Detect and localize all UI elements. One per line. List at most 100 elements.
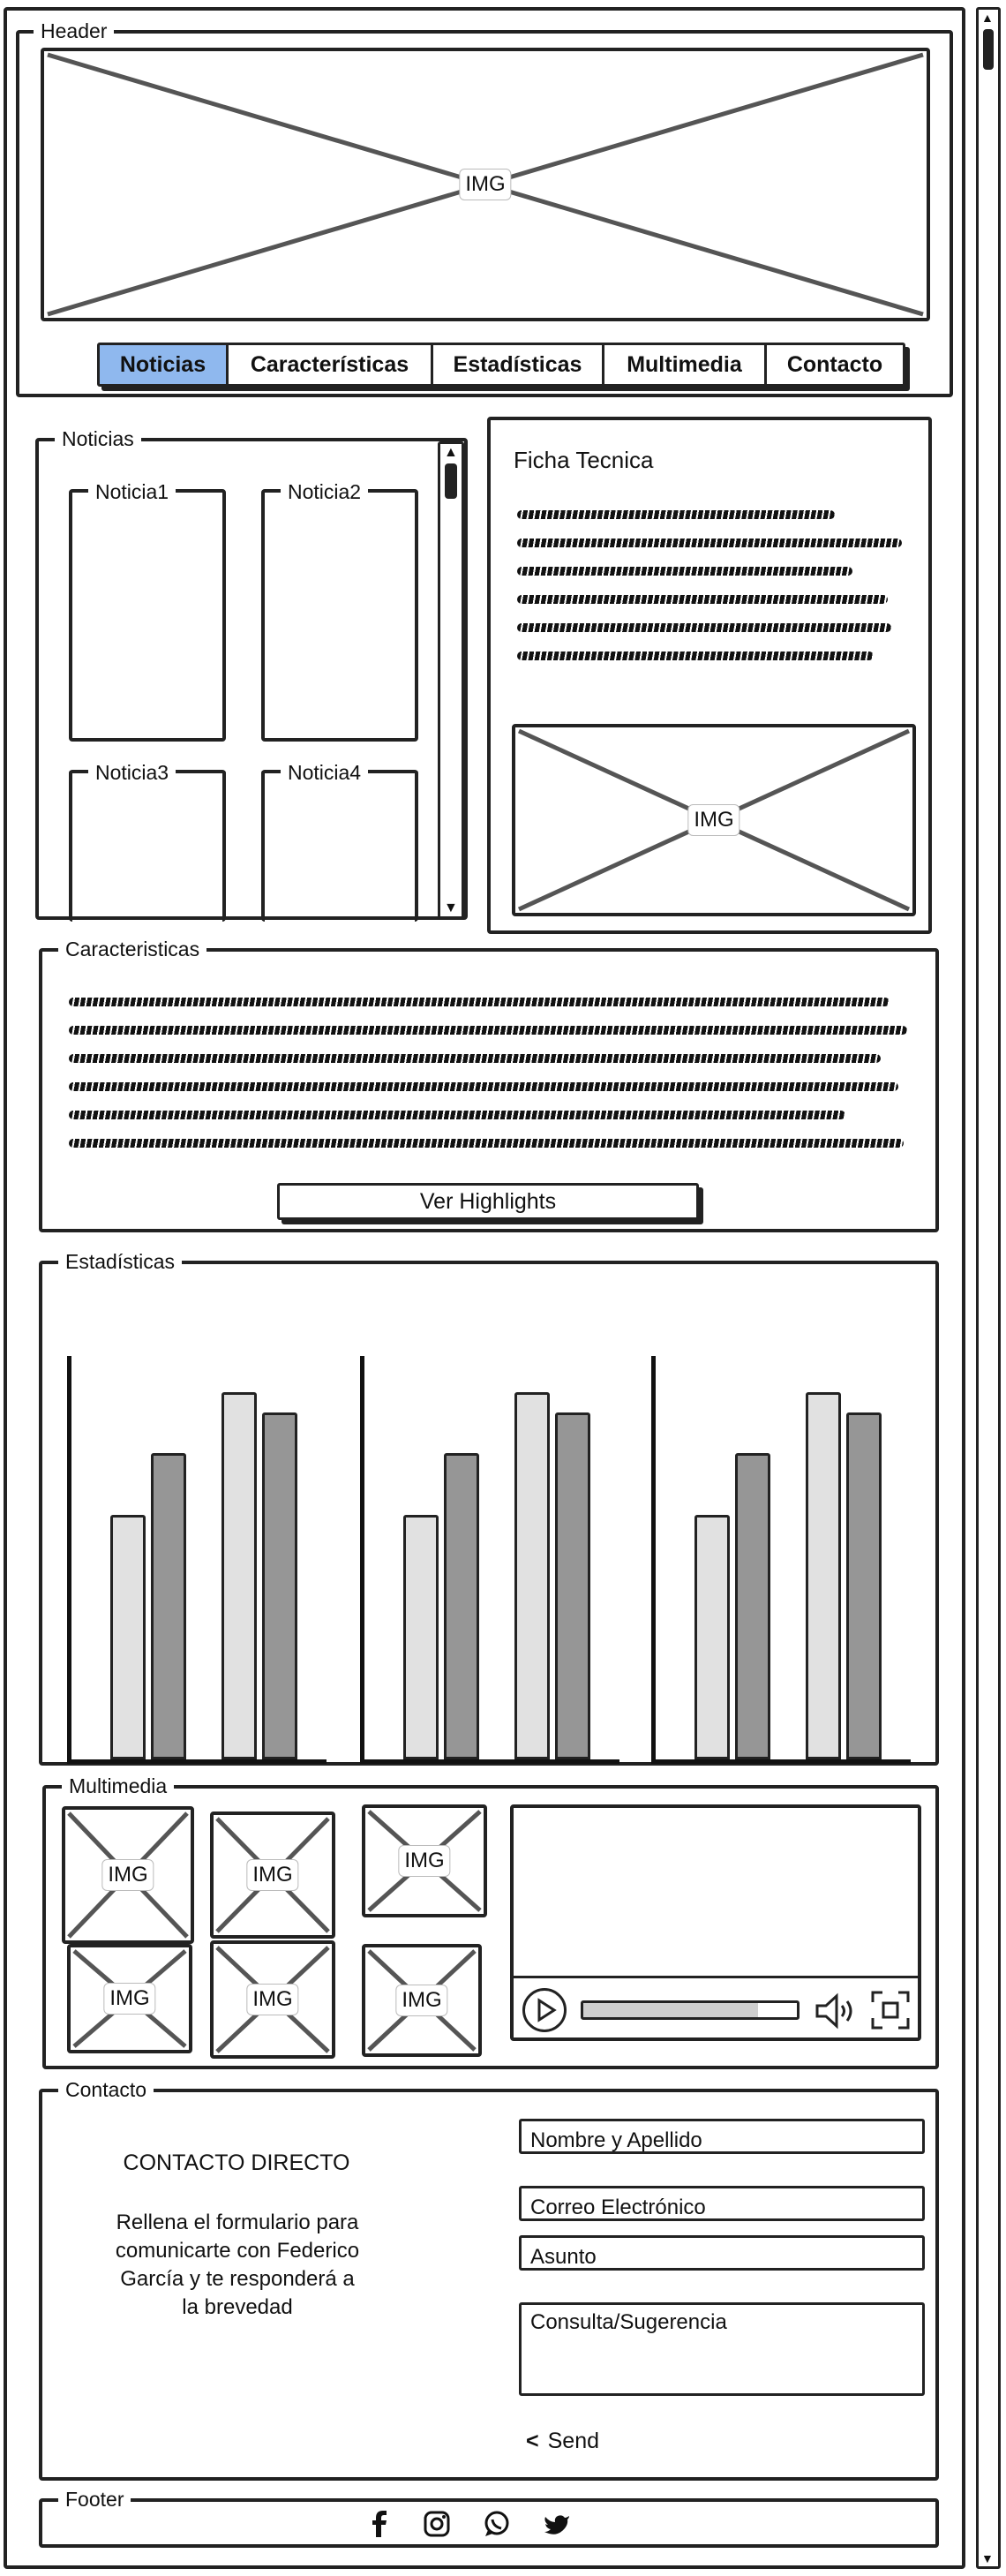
caracteristicas-section: Caracteristicas Ver Highlights: [39, 938, 939, 1232]
ficha-image: IMG: [512, 724, 916, 916]
chart-bar: [403, 1515, 439, 1759]
contacto-legend: Contacto: [58, 2078, 154, 2101]
hero-image: IMG: [41, 48, 930, 321]
bar-chart: [67, 1356, 327, 1764]
nav-tabbar: Noticias Características Estadísticas Mu…: [97, 343, 905, 387]
footer-section: Footer: [39, 2488, 939, 2548]
noticias-scrollbar[interactable]: ▲ ▼: [438, 441, 464, 920]
video-player[interactable]: [510, 1804, 921, 2041]
hero-image-label: IMG: [459, 169, 512, 200]
tab-multimedia[interactable]: Multimedia: [604, 345, 767, 384]
video-progress-fill: [583, 2003, 759, 2017]
gallery-thumbnail[interactable]: IMG: [67, 1944, 192, 2053]
news-card-title: Noticia1: [88, 480, 176, 503]
chart-bar: [846, 1412, 882, 1759]
scroll-down-arrow[interactable]: ▼: [444, 900, 458, 915]
send-button[interactable]: < Send: [526, 2426, 599, 2456]
footer-legend: Footer: [58, 2488, 131, 2511]
noticias-section: Noticias Noticia1 Noticia2 Noticia3 Noti…: [35, 427, 468, 922]
news-card-title: Noticia2: [281, 480, 369, 503]
chart-bar: [694, 1515, 730, 1759]
chart-bar: [110, 1515, 146, 1759]
tab-contacto[interactable]: Contacto: [786, 352, 883, 377]
scribble-text-line: [69, 1139, 904, 1148]
thumbnail-label: IMG: [246, 1859, 299, 1891]
gallery-thumbnail[interactable]: IMG: [62, 1806, 194, 1944]
news-card[interactable]: Noticia4: [261, 761, 418, 922]
ficha-image-label: IMG: [687, 804, 740, 836]
scroll-up-arrow[interactable]: ▲: [981, 11, 994, 25]
news-card-title: Noticia4: [281, 761, 369, 784]
scribble-text-line: [517, 652, 874, 660]
scribble-text-line: [517, 539, 902, 547]
chart-bar: [555, 1412, 590, 1759]
estadisticas-legend: Estadísticas: [58, 1250, 182, 1273]
gallery-thumbnail[interactable]: IMG: [362, 1944, 482, 2057]
gallery-thumbnail[interactable]: IMG: [362, 1804, 487, 1917]
ficha-title: Ficha Tecnica: [514, 447, 654, 473]
estadisticas-section: Estadísticas: [39, 1250, 939, 1766]
ficha-tecnica-panel: Ficha Tecnica IMG: [487, 417, 932, 934]
news-card[interactable]: Noticia1: [69, 480, 226, 742]
caracteristicas-legend: Caracteristicas: [58, 938, 207, 960]
subject-field[interactable]: Asunto: [519, 2235, 925, 2271]
tab-noticias[interactable]: Noticias: [100, 345, 229, 384]
ver-highlights-button[interactable]: Ver Highlights: [277, 1183, 699, 1220]
thumbnail-label: IMG: [246, 1984, 299, 2015]
multimedia-section: Multimedia IMG IMG IMG IMG IMG IMG: [42, 1774, 939, 2069]
bar-chart: [651, 1356, 911, 1764]
gallery-thumbnail[interactable]: IMG: [210, 1811, 335, 1939]
play-button[interactable]: [522, 1988, 567, 2032]
scribble-text-line: [517, 510, 835, 519]
chart-bar: [806, 1392, 841, 1759]
contact-description: Rellena el formulario para comunicarte c…: [115, 2211, 360, 2319]
contacto-section: Contacto CONTACTO DIRECTO Rellena el for…: [39, 2078, 939, 2481]
twitter-icon[interactable]: [542, 2509, 572, 2539]
video-progress-bar[interactable]: [581, 2000, 800, 2020]
chevron-left-icon: <: [526, 2429, 539, 2453]
news-card[interactable]: Noticia2: [261, 480, 418, 742]
scribble-text-line: [69, 1054, 881, 1063]
video-controls: [514, 1976, 918, 2037]
tab-caracteristicas[interactable]: Características: [229, 345, 433, 384]
header-legend: Header: [34, 19, 115, 42]
name-field[interactable]: Nombre y Apellido: [519, 2119, 925, 2154]
page-frame: [4, 7, 965, 2569]
message-textarea[interactable]: Consulta/Sugerencia: [519, 2302, 925, 2396]
scrollbar-thumb[interactable]: [445, 463, 457, 499]
tab-estadisticas[interactable]: Estadísticas: [433, 345, 604, 384]
chart-bar: [444, 1453, 479, 1759]
gallery-thumbnail[interactable]: IMG: [210, 1940, 335, 2059]
scrollbar-thumb[interactable]: [983, 29, 994, 70]
scroll-down-arrow[interactable]: ▼: [981, 2551, 994, 2565]
thumbnail-label: IMG: [395, 1985, 448, 2016]
play-icon: [537, 1998, 557, 2022]
page-scrollbar[interactable]: ▲ ▼: [976, 7, 1001, 2569]
multimedia-legend: Multimedia: [62, 1774, 175, 1797]
scroll-up-arrow[interactable]: ▲: [444, 445, 458, 460]
chart-bar: [262, 1412, 297, 1759]
fullscreen-icon[interactable]: [870, 1990, 911, 2030]
noticias-legend: Noticias: [55, 427, 141, 450]
news-card-title: Noticia3: [88, 761, 176, 784]
thumbnail-label: IMG: [101, 1859, 154, 1891]
chart-bar: [514, 1392, 550, 1759]
whatsapp-icon[interactable]: [482, 2509, 512, 2539]
chart-bar: [151, 1453, 186, 1759]
scribble-text-line: [517, 567, 852, 576]
scribble-text-line: [69, 1026, 907, 1035]
instagram-icon[interactable]: [422, 2509, 452, 2539]
scribble-text-line: [69, 1082, 898, 1091]
news-card[interactable]: Noticia3: [69, 761, 226, 922]
scribble-text-line: [69, 998, 890, 1006]
scribble-text-line: [69, 1111, 845, 1119]
volume-icon[interactable]: [814, 1992, 858, 2030]
contact-heading: CONTACTO DIRECTO: [123, 2150, 350, 2175]
chart-bar: [221, 1392, 257, 1759]
scribble-text-line: [517, 595, 888, 604]
thumbnail-label: IMG: [103, 1983, 156, 2015]
facebook-icon[interactable]: [364, 2509, 394, 2539]
bar-chart: [360, 1356, 619, 1764]
email-field[interactable]: Correo Electrónico: [519, 2186, 925, 2221]
scribble-text-line: [517, 623, 891, 632]
